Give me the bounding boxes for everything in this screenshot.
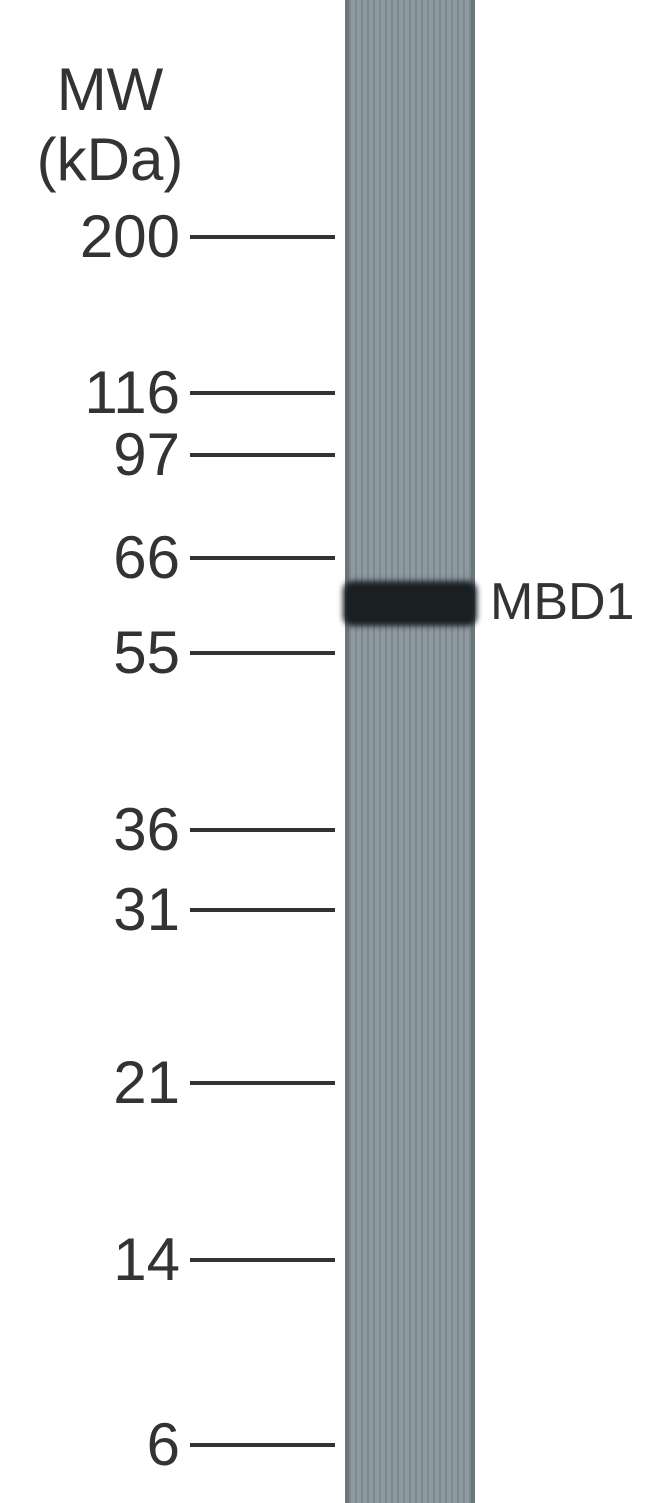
mw-tick-97 bbox=[190, 453, 335, 457]
mw-tick-36 bbox=[190, 828, 335, 832]
gel-lane bbox=[345, 0, 475, 1503]
mw-tick-116 bbox=[190, 391, 335, 395]
western-blot-figure: MW (kDa) MBD1 200 11697 66 55 36 31 21 14 6 bbox=[0, 0, 650, 1503]
mw-tick-6 bbox=[190, 1443, 335, 1447]
mw-marker-116: 116 bbox=[0, 358, 180, 427]
mw-marker-36: 36 bbox=[0, 795, 180, 864]
mw-tick-66 bbox=[190, 556, 335, 560]
band-label-mbd1: MBD1 bbox=[490, 572, 634, 632]
mw-marker-6: 6 bbox=[0, 1410, 180, 1479]
mw-tick-14 bbox=[190, 1258, 335, 1262]
mw-tick-55 bbox=[190, 651, 335, 655]
mw-marker-21: 21 bbox=[0, 1048, 180, 1117]
mw-marker-31: 31 bbox=[0, 875, 180, 944]
mw-header-line2: (kDa) bbox=[10, 125, 210, 194]
mw-marker-200: 200 bbox=[0, 202, 180, 271]
mw-tick-200 bbox=[190, 235, 335, 239]
mw-tick-31 bbox=[190, 908, 335, 912]
mw-header-line1: MW bbox=[10, 55, 210, 124]
mw-marker-66: 66 bbox=[0, 523, 180, 592]
mw-marker-14: 14 bbox=[0, 1225, 180, 1294]
protein-band-mbd1 bbox=[349, 587, 471, 620]
mw-marker-55: 55 bbox=[0, 618, 180, 687]
mw-tick-21 bbox=[190, 1081, 335, 1085]
mw-marker-97: 97 bbox=[0, 420, 180, 489]
